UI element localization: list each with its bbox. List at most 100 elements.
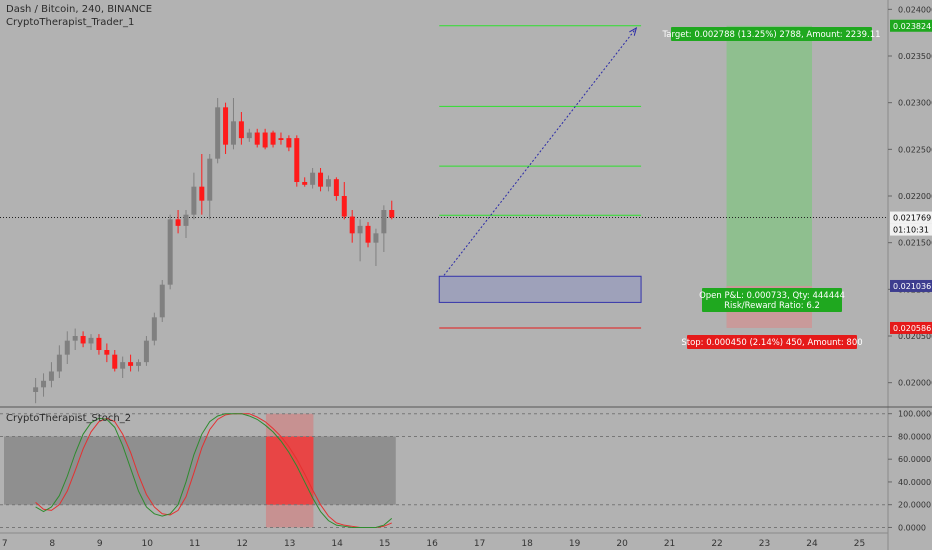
price-tick-label: 0.020000 [898, 379, 932, 388]
time-tick-label: 10 [141, 539, 153, 549]
current-price-tag-box [890, 211, 932, 224]
candle-body [262, 132, 268, 148]
candle-body [48, 371, 54, 381]
target-label-box [671, 27, 872, 41]
time-tick-label: 22 [711, 539, 722, 549]
candle-body [72, 336, 78, 341]
candle-body [357, 225, 363, 234]
time-tick-label: 7 [2, 539, 8, 549]
candle-body [278, 138, 284, 140]
stoch-tick-label: 40.0000 [898, 478, 931, 487]
time-tick-label: 11 [189, 539, 200, 549]
entry-price-tag-box [890, 279, 932, 292]
candle-body [294, 138, 300, 182]
candle-body [246, 132, 252, 139]
time-tick-label: 13 [284, 539, 295, 549]
stoch-tick-label: 20.0000 [898, 501, 931, 510]
countdown-tag: 01:10:31 [893, 226, 929, 235]
candle-body [365, 225, 371, 243]
candle-body [270, 132, 276, 145]
candle-body [325, 179, 331, 187]
candle-body [302, 182, 308, 185]
stop-price-tag-box [890, 321, 932, 334]
candle-body [88, 337, 94, 344]
stoch-band [4, 436, 396, 505]
entry-price-tag: 0.021036 [893, 282, 931, 291]
indicator-main-label: CryptoTherapist_Trader_1 [6, 17, 135, 28]
time-tick-label: 20 [616, 539, 628, 549]
candle-body [238, 121, 244, 139]
time-tick-label: 23 [759, 539, 770, 549]
stoch-tick-label: 80.0000 [898, 432, 931, 441]
time-tick-label: 15 [379, 539, 390, 549]
time-tick-label: 21 [664, 539, 675, 549]
candle-body [175, 219, 181, 226]
candle-body [56, 354, 62, 372]
candle-body [286, 138, 292, 148]
stoch-highlight [265, 436, 314, 505]
candle-body [143, 340, 149, 363]
candle-body [223, 107, 229, 145]
candle-body [254, 132, 260, 145]
target-price-tag: 0.023824 [893, 22, 931, 31]
candle-body [230, 121, 236, 145]
candle-body [349, 216, 355, 234]
candle-body [80, 336, 86, 344]
stoch-tick-label: 60.0000 [898, 455, 931, 464]
time-tick-label: 19 [569, 539, 581, 549]
candle-body [151, 317, 157, 341]
candle-body [136, 362, 142, 366]
target-price-tag-box [890, 19, 932, 32]
candle-body [381, 210, 387, 234]
stop-label-text: Stop: 0.000450 (2.14%) 450, Amount: 800 [681, 338, 862, 348]
candle-body [310, 172, 316, 185]
candle-body [33, 387, 39, 392]
time-tick-label: 14 [331, 539, 343, 549]
current-price-tag: 0.021769 [893, 214, 931, 223]
chart-title: Dash / Bitcoin, 240, BINANCE [6, 4, 153, 15]
stoch-tick-label: 0.0000 [898, 523, 926, 532]
candle-body [389, 210, 395, 218]
time-tick-label: 16 [426, 539, 438, 549]
pnl-label-text: Open P&L: 0.000733, Qty: 444444 [699, 291, 845, 301]
stoch-tick-label: 100.0000 [898, 410, 932, 419]
projection-arrow-line [443, 27, 637, 276]
indicator-sub-label: CryptoTherapist_Stoch_2 [6, 413, 132, 424]
candle-body [373, 233, 379, 243]
candle-body [333, 179, 339, 196]
time-tick-label: 17 [474, 539, 485, 549]
projection-arrow-head [629, 26, 638, 36]
candle-body [64, 340, 70, 355]
target-zone [726, 25, 813, 286]
stop-price-tag: 0.020586 [893, 324, 931, 333]
time-tick-label: 18 [521, 539, 533, 549]
candle-body [183, 214, 189, 226]
candle-body [41, 380, 47, 388]
time-tick-label: 9 [97, 539, 103, 549]
candle-body [215, 107, 221, 159]
countdown-tag-box [890, 223, 932, 236]
pnl-label-box [702, 288, 842, 312]
time-tick-label: 24 [806, 539, 818, 549]
candle-body [96, 337, 102, 350]
candle-body [104, 350, 110, 355]
time-tick-label: 8 [49, 539, 55, 549]
pnl-label-text: Risk/Reward Ratio: 6.2 [724, 301, 820, 311]
candle-body [191, 186, 197, 215]
candle-body [120, 362, 126, 369]
candle-body [341, 196, 347, 217]
target-label-text: Target: 0.002788 (13.25%) 2788, Amount: … [661, 30, 880, 40]
candle-body [112, 354, 118, 369]
candle-body [207, 158, 213, 201]
entry-zone [438, 275, 642, 303]
candle-body [199, 186, 205, 201]
stoch-k-line [35, 413, 393, 528]
stop-label-box [687, 335, 857, 349]
